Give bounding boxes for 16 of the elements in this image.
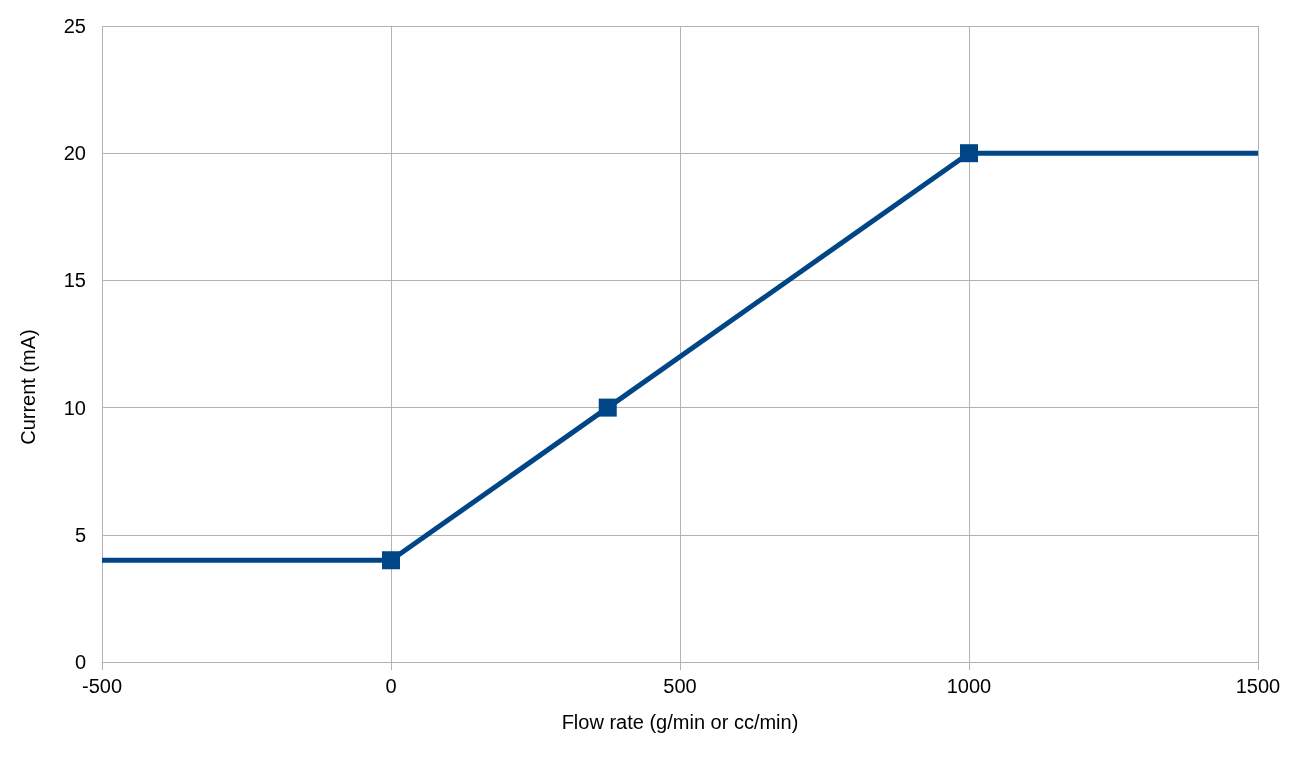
y-tick-label: 0 [74, 651, 86, 673]
y-tick-label: 25 [63, 15, 86, 37]
y-tick-label: 15 [63, 269, 86, 292]
y-axis-title: Current (mA) [17, 329, 39, 445]
x-tick-label: 0 [385, 675, 397, 697]
x-tick-label: -500 [81, 675, 123, 697]
y-tick-label: 10 [63, 396, 86, 419]
x-tick-label: 1500 [1235, 675, 1281, 697]
point [598, 398, 617, 417]
point [960, 144, 978, 163]
x-axis-title: Flow rate (g/min or cc/min) [561, 711, 799, 733]
point [382, 551, 400, 570]
x-tick-label: 500 [663, 675, 697, 697]
x-tick-label: 1000 [946, 675, 992, 697]
y-tick-label: 5 [74, 523, 86, 546]
y-tick-label: 20 [63, 142, 86, 165]
